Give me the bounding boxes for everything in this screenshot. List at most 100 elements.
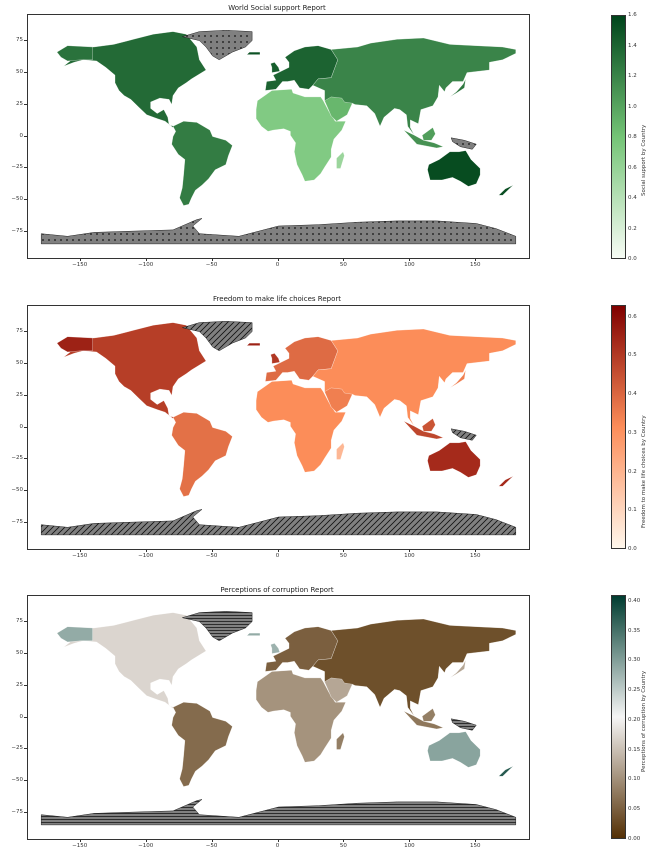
x-tick-label: −50 [205, 843, 218, 849]
x-tick-label: −100 [138, 553, 154, 559]
region-alaska [56, 336, 93, 353]
y-tick-mark [24, 458, 27, 460]
x-tick-mark [343, 549, 345, 552]
x-tick-label: 100 [404, 553, 415, 559]
y-tick-mark [24, 522, 27, 524]
colorbar-tick-label: 0.4 [628, 391, 637, 398]
x-tick-mark [145, 839, 147, 842]
region-new-zealand [498, 475, 514, 487]
colorbar-tick-label: 0.1 [628, 507, 637, 514]
x-tick-mark [277, 839, 279, 842]
region-asia [312, 328, 516, 427]
colorbar-tick-label: 0.30 [628, 657, 641, 664]
x-tick-label: 50 [339, 262, 347, 268]
region-south-america [171, 412, 233, 497]
region-madagascar [336, 151, 345, 169]
y-tick-label: 25 [16, 681, 23, 688]
y-tick-label: 0 [19, 713, 24, 720]
region-borneo [422, 127, 436, 141]
map-title: Freedom to make life choices Report [213, 295, 341, 303]
colorbar-tick-label: 0.2 [628, 468, 637, 475]
x-tick-label: 150 [470, 262, 481, 268]
region-borneo [422, 418, 436, 432]
x-tick-mark [211, 839, 213, 842]
y-tick-mark [24, 812, 27, 814]
region-greenland [181, 321, 253, 352]
x-tick-label: 0 [275, 262, 280, 268]
colorbar-tick-label: 1.6 [628, 12, 637, 18]
x-tick-mark [79, 549, 81, 552]
region-new-guinea [450, 428, 477, 441]
y-tick-mark [24, 199, 27, 201]
colorbar-tick-label: 0.0 [628, 546, 637, 552]
y-tick-label: −25 [11, 745, 23, 752]
region-antarctica [40, 509, 517, 536]
region-new-guinea [450, 718, 477, 731]
world-map [40, 611, 517, 826]
world-map [40, 30, 517, 245]
region-africa [255, 670, 346, 763]
region-japan [449, 659, 466, 679]
region-new-guinea [450, 137, 477, 150]
region-indonesia [403, 710, 444, 730]
region-borneo [422, 708, 436, 722]
x-tick-label: −150 [72, 262, 88, 268]
y-tick-label: −50 [11, 196, 23, 203]
colorbar [611, 305, 626, 549]
region-alaska [56, 626, 93, 643]
region-iceland [246, 51, 261, 55]
x-tick-label: 150 [470, 553, 481, 559]
colorbar-tick-label: 0.15 [628, 746, 641, 753]
region-north-america [56, 612, 207, 709]
y-tick-label: 75 [16, 36, 23, 43]
region-north-america [56, 322, 207, 419]
region-arabia [324, 677, 353, 703]
colorbar-tick-label: 0.25 [628, 687, 641, 694]
region-new-zealand [498, 765, 514, 777]
region-australia [427, 441, 481, 478]
colorbar-tick-label: 0.6 [628, 164, 637, 171]
colorbar-label: Freedom to make life choices by Country [641, 415, 647, 528]
region-iceland [246, 342, 261, 346]
colorbar [611, 595, 626, 839]
y-tick-mark [24, 231, 27, 233]
x-tick-mark [475, 258, 477, 261]
region-north-america [56, 31, 207, 128]
colorbar-tick-label: 0.05 [628, 806, 641, 813]
y-tick-label: 0 [19, 132, 24, 139]
y-tick-mark [24, 490, 27, 492]
colorbar-tick-label: 0.3 [628, 429, 637, 436]
x-tick-label: 0 [275, 843, 280, 849]
colorbar-tick-label: 0.40 [628, 597, 641, 604]
colorbar-tick-label: 0.10 [628, 776, 641, 783]
x-tick-label: 100 [404, 262, 415, 268]
y-tick-label: 50 [16, 649, 23, 656]
y-tick-mark [24, 135, 27, 137]
region-australia [427, 150, 481, 187]
region-iceland [246, 632, 261, 636]
colorbar-tick-label: 1.4 [628, 42, 637, 49]
x-tick-mark [409, 549, 411, 552]
colorbar-tick-label: 0.5 [628, 352, 637, 359]
colorbar-tick-label: 0.4 [628, 195, 637, 201]
y-tick-mark [24, 780, 27, 782]
region-japan [449, 369, 466, 389]
y-tick-mark [24, 394, 27, 396]
y-tick-mark [24, 684, 27, 686]
region-antarctica [40, 218, 517, 245]
colorbar-tick-label: 0.20 [628, 716, 641, 723]
y-tick-mark [24, 748, 27, 750]
x-tick-mark [475, 549, 477, 552]
map-axes [27, 595, 530, 840]
y-tick-label: −50 [11, 487, 23, 494]
x-tick-label: −100 [138, 843, 154, 849]
map-title: Perceptions of corruption Report [220, 586, 334, 594]
region-arabia [324, 387, 353, 413]
y-tick-mark [24, 362, 27, 364]
region-arabia [324, 96, 353, 122]
y-tick-mark [24, 330, 27, 332]
x-tick-mark [211, 258, 213, 261]
colorbar-tick-label: 0.0 [628, 256, 637, 262]
y-tick-label: 25 [16, 391, 23, 398]
region-australia [427, 731, 481, 768]
